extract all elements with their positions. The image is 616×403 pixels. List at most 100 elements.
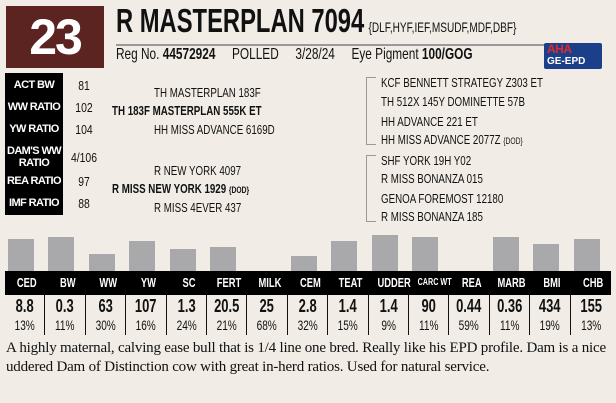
epd-cell: 1.3 24% (167, 295, 207, 335)
epd-cell: 2.8 32% (288, 295, 329, 335)
epd-value: 2.8 (298, 296, 317, 316)
reg-label: Reg No. (116, 46, 160, 63)
reg-number: 44572924 (162, 46, 216, 63)
epd-label: FERT (216, 275, 242, 290)
epd-value: 1.4 (379, 296, 398, 316)
epd-bar-cem (290, 256, 317, 271)
ancestor: SHF YORK 19H Y02 (381, 153, 472, 168)
pedigree-bracket (366, 155, 376, 222)
epd-value: 107 (135, 296, 157, 316)
epd-header: BMI (532, 271, 572, 295)
epd-cell: 8.8 13% (5, 295, 46, 335)
logo-top-text: AHA (547, 43, 572, 56)
registration-line: Reg No. 44572924 POLLED 3/28/24 Eye Pigm… (116, 46, 486, 64)
epd-percentile: 30% (95, 317, 116, 333)
epd-value: 1.4 (338, 296, 357, 316)
epd-cell: 0.44 59% (449, 295, 490, 335)
ratio-label: IMF RATIO (9, 197, 60, 209)
epd-percentile: 68% (256, 317, 278, 333)
epd-value: 0.44 (456, 296, 482, 316)
epd-bar-ww (88, 254, 115, 271)
epd-bar-yw (129, 241, 156, 271)
ratio-value: 104 (75, 122, 93, 137)
ratio-label: REA RATIO (7, 175, 61, 187)
epd-header: FERT (209, 271, 249, 295)
ancestor: HH MISS ADVANCE 2077Z {DOD} (381, 132, 523, 149)
genetic-tests: {DLF,HYF,IEF,MSUDF,MDF,DBF} (368, 19, 517, 35)
name: R MASTERPLAN 7094 (116, 2, 365, 39)
pedigree-bracket (366, 77, 376, 145)
epd-header: CHB (573, 271, 613, 295)
ratio-value: 4/106 (70, 150, 98, 165)
epd-header-row: CED BW WW YW SC FERT MILK CEM TEAT UDDER CARC WT RE… (5, 271, 611, 295)
ratio-label: ACT BW (13, 79, 55, 91)
epd-percentile: 21% (216, 317, 237, 333)
epd-header: BW (47, 271, 87, 295)
epd-value: 90 (421, 296, 436, 316)
epd-percentile: 15% (337, 317, 358, 333)
epd-cell: 107 16% (126, 295, 167, 335)
epd-header: MILK (249, 271, 289, 295)
aha-ge-epd-logo: AHA GE-EPD (544, 43, 602, 69)
epd-value: 0.36 (496, 296, 523, 316)
bull-name: R MASTERPLAN 7094 {DLF,HYF,IEF,MSUDF,MDF,… (116, 3, 516, 45)
dod-tag: {DOD} (228, 185, 250, 195)
ratio-value: 102 (75, 100, 93, 115)
ancestor: GENOA FOREMOST 12180 (381, 191, 504, 206)
epd-value: 155 (579, 296, 602, 316)
eye-label: Eye Pigment (351, 46, 419, 63)
epd-percentile: 59% (458, 317, 480, 333)
ancestor: R MISS BONANZA 015 (381, 171, 483, 186)
epd-bar-udder (371, 235, 398, 271)
ancestor: TH 512X 145Y DOMINETTE 57B (381, 94, 525, 109)
epd-cell: 0.3 11% (45, 295, 86, 335)
epd-header: UDDER (371, 271, 411, 295)
epd-bar-bw (48, 237, 75, 271)
epd-percentile: 19% (539, 317, 560, 333)
ancestor: KCF BENNETT STRATEGY Z303 ET (381, 75, 543, 90)
ratio-value: 88 (78, 196, 90, 211)
epd-label: SC (182, 275, 196, 290)
epd-value: 1.3 (177, 296, 196, 316)
epd-value: 25 (259, 296, 275, 316)
epd-header: CARC WT (411, 271, 452, 295)
epd-cell: 1.4 9% (369, 295, 409, 335)
epd-bar-fert (210, 246, 236, 271)
epd-cell: 0.36 11% (490, 295, 531, 335)
sire-dam: HH MISS ADVANCE 6169D (154, 122, 275, 137)
epd-label: REA (461, 275, 482, 290)
description: A highly maternal, calving ease bull tha… (6, 340, 606, 375)
dam-sire: R NEW YORK 4097 (154, 163, 242, 178)
dam-dam: R MISS 4EVER 437 (154, 200, 242, 215)
dam-name: R MISS NEW YORK 1929 (112, 181, 227, 196)
epd-value: 434 (539, 296, 561, 316)
ancestor-name: HH MISS ADVANCE 2077Z (381, 132, 501, 147)
ratio-label: YW RATIO (9, 123, 59, 135)
epd-percentile: 16% (135, 317, 156, 333)
ratio-label: DAM'S WW RATIO (6, 145, 62, 169)
epd-percentile: 11% (418, 317, 439, 333)
epd-label: CHB (582, 275, 603, 290)
epd-value: 8.8 (15, 296, 34, 316)
epd-cell: 434 19% (530, 295, 571, 335)
dam: R MISS NEW YORK 1929 {DOD} (112, 181, 249, 198)
epd-percentile-bars (7, 232, 609, 271)
ratios-panel: ACT BW WW RATIO YW RATIO DAM'S WW RATIO … (5, 73, 63, 215)
epd-label: TEAT (338, 275, 363, 290)
birth-date: 3/28/24 (295, 46, 335, 63)
logo-bottom-text: GE-EPD (547, 56, 586, 67)
epd-percentile: 11% (55, 317, 75, 333)
epd-header: SC (169, 271, 209, 295)
epd-bar-ced (8, 239, 34, 271)
ratio-value: 81 (78, 78, 90, 93)
epd-label: WW (99, 275, 117, 290)
epd-cell: 25 68% (247, 295, 288, 335)
epd-header: REA (451, 271, 491, 295)
epd-bar-carc-wt (412, 237, 438, 271)
ancestor: R MISS BONANZA 185 (381, 209, 483, 224)
epd-percentile: 24% (176, 317, 197, 333)
eye-pigment: 100/GOG (421, 46, 473, 63)
epd-label: BW (59, 275, 76, 290)
ratio-label: WW RATIO (7, 101, 61, 113)
epd-label: YW (140, 275, 156, 290)
